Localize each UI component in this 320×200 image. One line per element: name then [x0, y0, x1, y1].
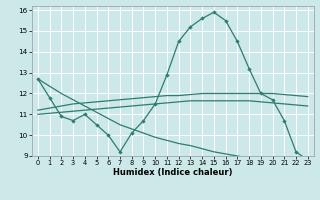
X-axis label: Humidex (Indice chaleur): Humidex (Indice chaleur): [113, 168, 233, 177]
